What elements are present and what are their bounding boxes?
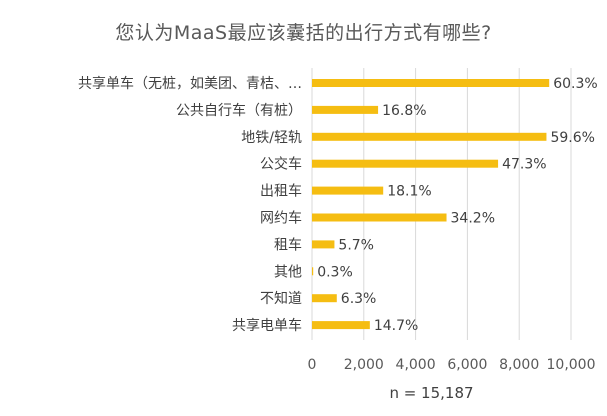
category-label-2: 地铁/轻轨 <box>241 130 302 146</box>
data-label-6: 5.7% <box>338 237 374 253</box>
bars <box>312 79 550 330</box>
category-label-5: 网约车 <box>260 210 302 227</box>
category-label-1: 公共自行车（有桩） <box>176 102 302 119</box>
x-tick-label-4: 8,000 <box>499 357 539 373</box>
data-labels: 60.3% 16.8% 59.6%47.3% 18.1% 34.2% 5.7% 0.3% 6.… <box>317 76 597 334</box>
chart-title: 您认为MaaS最应该囊括的出行方式有哪些? <box>115 22 492 44</box>
bar-9 <box>312 321 370 330</box>
data-label-4: 18.1% <box>387 184 431 200</box>
bar-3 <box>312 159 499 168</box>
data-label-5: 34.2% <box>451 211 495 227</box>
data-label-8: 6.3% <box>341 291 377 307</box>
x-tick-label-0: 0 <box>308 357 317 373</box>
bar-8 <box>312 294 337 303</box>
x-tick-label-5: 10,000 <box>547 357 596 373</box>
bar-2 <box>312 132 547 141</box>
category-label-9: 共享电单车 <box>232 317 302 334</box>
category-label-0: 共享单车（无桩，如美团、青桔、… <box>78 75 302 92</box>
category-label-3: 公交车 <box>260 156 302 173</box>
data-label-0: 60.3% <box>553 76 597 92</box>
x-tick-label-1: 2,000 <box>344 357 384 373</box>
bar-6 <box>312 240 335 249</box>
data-label-7: 0.3% <box>317 264 353 280</box>
data-label-3: 47.3% <box>502 157 546 173</box>
bar-5 <box>312 213 447 222</box>
sample-size-note: n = 15,187 <box>389 384 473 402</box>
bar-1 <box>312 105 379 114</box>
x-tick-label-2: 4,000 <box>396 357 436 373</box>
data-label-1: 16.8% <box>382 103 426 119</box>
category-label-4: 出租车 <box>260 183 302 200</box>
bar-0 <box>312 79 550 87</box>
bar-7 <box>312 267 314 276</box>
category-label-7: 其他 <box>274 264 302 280</box>
bar-4 <box>312 186 384 195</box>
category-label-6: 租车 <box>274 236 302 253</box>
x-axis-ticks: 0 2,000 4,000 6,000 8,000 10,000 <box>308 357 596 373</box>
x-tick-label-3: 6,000 <box>447 357 487 373</box>
data-label-2: 59.6% <box>550 130 594 146</box>
category-labels: 共享单车（无桩，如美团、青桔、… 公共自行车（有桩） 地铁/轻轨公交车出租车网约车租… <box>78 75 302 334</box>
category-label-8: 不知道 <box>260 290 302 307</box>
data-label-9: 14.7% <box>374 318 418 334</box>
